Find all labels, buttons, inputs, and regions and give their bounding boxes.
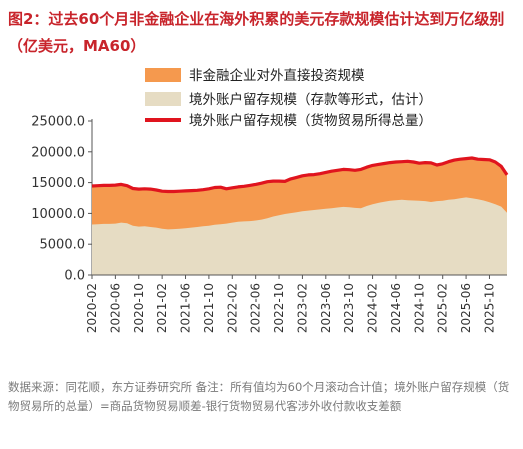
x-tick-label: 2021-02: [155, 283, 169, 333]
legend-swatch-deposit: [145, 92, 181, 106]
x-tick-label: 2025-02: [436, 283, 450, 333]
y-tick-label: 20000.0: [31, 145, 85, 160]
x-tick-label: 2024-10: [412, 283, 426, 333]
y-tick-label: 15000.0: [31, 176, 85, 191]
x-axis: 2020-02 2020-06 2020-10 2021-02 2021-06 2021-…: [85, 274, 507, 333]
footnote: 数据来源：同花顺，东方证券研究所 备注：所有值均为60个月滚动合计值；境外账户留…: [8, 380, 510, 413]
y-tick-label: 0.0: [64, 269, 85, 284]
y-axis: 0.0 5000.0 10000.0 15000.0 20000.0 25000.0: [31, 115, 93, 284]
x-tick-label: 2022-02: [225, 283, 239, 333]
x-tick-label: 2021-06: [179, 283, 193, 333]
y-tick-label: 25000.0: [31, 115, 85, 130]
x-tick-label: 2022-10: [272, 283, 286, 333]
figure-title: 图2：过去60个月非金融企业在海外积累的美元存款规模估计达到万亿级别（亿美元，M…: [8, 10, 505, 55]
x-tick-label: 2023-10: [342, 283, 356, 333]
plot-area: [91, 156, 509, 275]
x-tick-label: 2024-06: [389, 283, 403, 333]
x-tick-label: 2024-02: [366, 283, 380, 333]
y-tick-label: 5000.0: [40, 238, 86, 253]
deposit-area: [92, 197, 507, 275]
legend-label-fdi: 非金融企业对外直接投资规模: [189, 67, 365, 84]
x-tick-label: 2020-10: [132, 283, 146, 333]
legend-swatch-fdi: [145, 68, 181, 82]
x-tick-label: 2022-06: [249, 283, 263, 333]
x-tick-label: 2023-02: [295, 283, 309, 333]
x-tick-label: 2021-10: [202, 283, 216, 333]
x-tick-label: 2023-06: [319, 283, 333, 333]
x-tick-label: 2025-10: [482, 283, 496, 333]
legend-label-deposit: 境外账户留存规模（存款等形式，估计）: [189, 91, 432, 108]
x-tick-label: 2020-06: [108, 283, 122, 333]
legend-label-total: 境外账户留存规模（货物贸易所得总量）: [189, 112, 432, 129]
x-tick-label: 2020-02: [85, 283, 99, 333]
total-line: [91, 156, 509, 194]
x-tick-label: 2025-06: [459, 283, 473, 333]
y-tick-label: 10000.0: [31, 207, 85, 222]
